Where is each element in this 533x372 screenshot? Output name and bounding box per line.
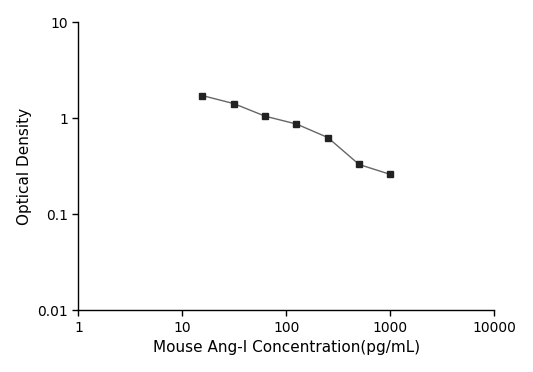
Y-axis label: Optical Density: Optical Density <box>17 108 31 225</box>
X-axis label: Mouse Ang-I Concentration(pg/mL): Mouse Ang-I Concentration(pg/mL) <box>153 340 420 355</box>
